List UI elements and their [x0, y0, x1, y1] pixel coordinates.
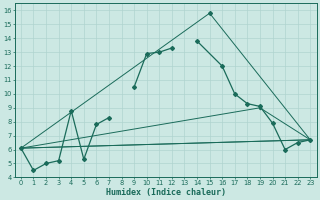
X-axis label: Humidex (Indice chaleur): Humidex (Indice chaleur) — [106, 188, 226, 197]
